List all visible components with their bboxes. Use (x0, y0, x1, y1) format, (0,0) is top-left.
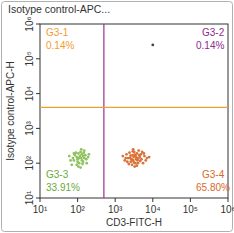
point (133, 161, 136, 164)
point (142, 162, 145, 165)
point (144, 159, 147, 162)
y-axis-label: Isotype control-APC-H (5, 61, 16, 160)
quadrant-percent: 0.14% (46, 40, 74, 51)
point (124, 157, 127, 160)
point (75, 163, 78, 166)
quadrant-percent: 0.14% (196, 40, 224, 51)
point (87, 156, 90, 159)
point (121, 155, 124, 158)
point (131, 150, 134, 153)
x-tick-label: 10⁴ (145, 204, 160, 215)
point (137, 149, 140, 152)
y-tick-label: 10⁵ (24, 51, 35, 66)
point (72, 157, 75, 160)
x-tick (115, 198, 116, 202)
point (125, 153, 128, 156)
y-tick-label: 10³ (24, 121, 35, 136)
point (85, 158, 88, 161)
point (148, 156, 151, 159)
gate-x (103, 24, 104, 198)
point (127, 157, 130, 160)
x-axis-label: CD3-FITC-H (106, 217, 162, 228)
y-tick-label: 10⁴ (24, 86, 35, 101)
point (73, 152, 76, 155)
plot-frame (40, 24, 228, 198)
y-tick (36, 93, 40, 94)
point (131, 158, 134, 161)
point (79, 166, 82, 169)
x-tick (77, 198, 78, 202)
point (137, 157, 140, 160)
x-tick (190, 198, 191, 202)
point (69, 159, 72, 162)
y-tick (36, 163, 40, 164)
quadrant-name: G3-2 (202, 27, 225, 38)
point (143, 155, 146, 158)
y-tick-label: 10² (24, 155, 35, 170)
point (81, 163, 84, 166)
quadrant-name: G3-4 (202, 169, 225, 180)
x-tick-label: 10¹ (33, 204, 48, 215)
point (80, 157, 83, 160)
y-tick-label: 10⁶ (24, 16, 35, 31)
point (138, 154, 141, 157)
quadrant-percent: 33.91% (46, 182, 80, 193)
x-tick (40, 198, 41, 202)
gate-y (40, 107, 228, 108)
point (134, 153, 137, 156)
point (70, 163, 73, 166)
x-tick-label: 10³ (108, 204, 123, 215)
point (129, 154, 132, 157)
y-tick (36, 128, 40, 129)
point (68, 155, 71, 158)
quadrant-name: G3-3 (46, 169, 69, 180)
point (80, 148, 83, 151)
x-tick-label: 10⁶ (220, 204, 234, 215)
title: Isotype control-APC... (8, 3, 110, 15)
point (139, 160, 142, 163)
x-tick (152, 198, 153, 202)
point (151, 44, 154, 47)
point (126, 160, 129, 163)
quadrant-percent: 65.80% (196, 182, 230, 193)
y-tick-label: 10¹ (24, 190, 35, 205)
point (131, 163, 134, 166)
point (128, 151, 131, 154)
plot-area (40, 24, 228, 198)
point (136, 162, 139, 165)
point (77, 152, 80, 155)
point (143, 152, 146, 155)
point (76, 160, 79, 163)
x-tick-label: 10² (70, 204, 85, 215)
x-tick-label: 10⁵ (183, 204, 198, 215)
y-tick (36, 198, 40, 199)
point (85, 162, 88, 165)
outer-frame (2, 2, 233, 232)
point (130, 158, 133, 161)
point (88, 153, 91, 156)
quadrant-name: G3-1 (46, 27, 69, 38)
y-tick (36, 58, 40, 59)
point (83, 149, 86, 152)
point (135, 164, 138, 167)
y-tick (36, 24, 40, 25)
chart: Isotype control-APC... 10¹ 10² 10³ 10⁴ 10⁵ 10⁶… (0, 0, 234, 233)
x-tick (228, 198, 229, 202)
